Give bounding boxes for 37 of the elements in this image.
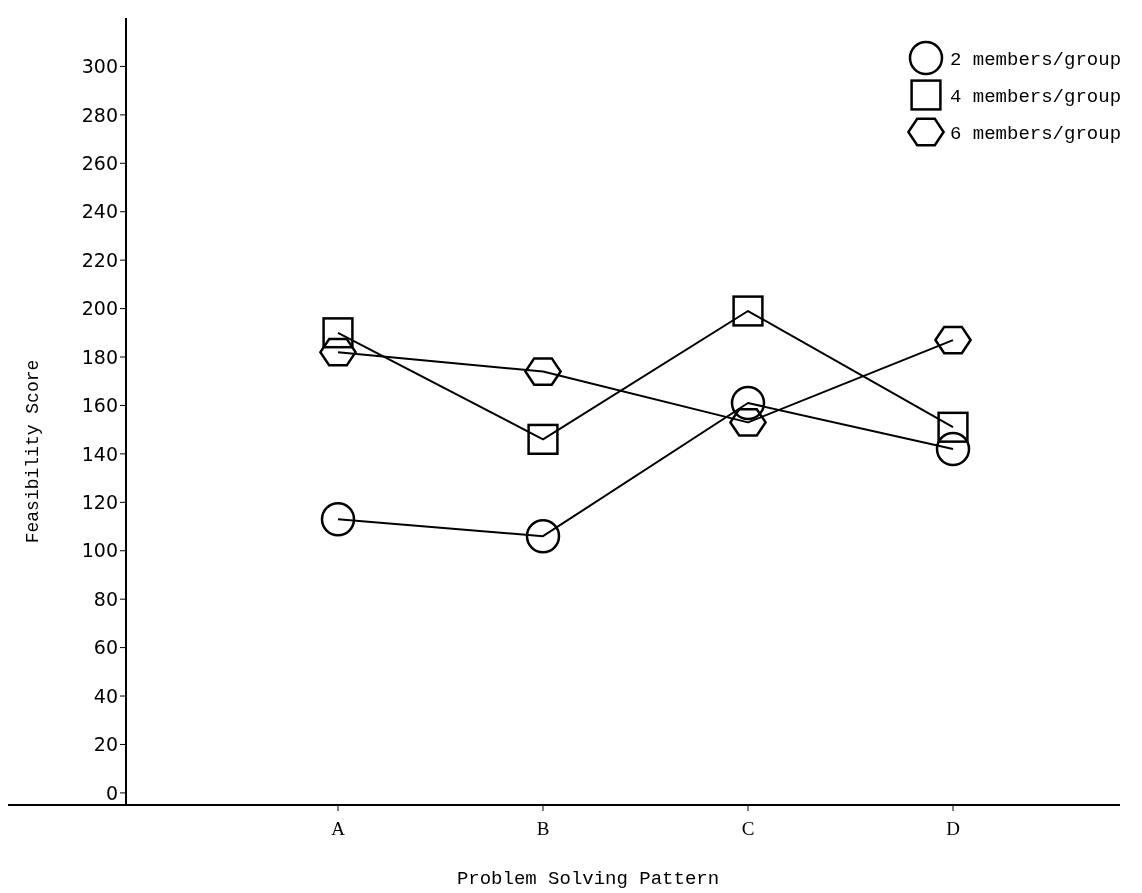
point [524, 357, 562, 386]
x-tick-label: A [331, 818, 346, 839]
y-tick-label: 40 [93, 684, 118, 707]
legend-label: 2 members/group [950, 48, 1122, 71]
y-tick-label: 300 [81, 55, 118, 78]
point [527, 423, 559, 455]
point [935, 431, 971, 467]
point [729, 407, 767, 437]
y-tick-label: 80 [93, 587, 118, 610]
y-tick-label: 60 [93, 636, 118, 659]
y-tick-label: 160 [81, 394, 118, 417]
point [322, 317, 354, 349]
point [320, 502, 356, 537]
x-tick-label: C [741, 818, 755, 839]
point [934, 325, 972, 355]
y-tick-label: 140 [81, 442, 118, 465]
y-tick-label: 260 [81, 151, 118, 174]
y-tick-label: 120 [81, 490, 118, 513]
x-tick-label: B [536, 818, 550, 839]
y-tick-label: 280 [81, 103, 118, 126]
y-tick-label: 200 [81, 297, 118, 320]
point [730, 385, 766, 421]
y-tick-label: 100 [81, 539, 118, 562]
legend-label: 4 members/group [950, 85, 1122, 108]
y-tick-label: 0 [105, 781, 118, 804]
x-axis-title: Problem Solving Pattern [456, 868, 720, 890]
x-tick-label: D [946, 818, 960, 839]
y-tick-label: 220 [81, 248, 118, 271]
y-tick-label: 180 [81, 345, 118, 368]
point [937, 411, 969, 443]
point [319, 337, 357, 367]
point [732, 295, 764, 327]
legend-label: 6 members/group [950, 122, 1122, 145]
y-tick-label: 240 [81, 200, 118, 223]
point [525, 518, 561, 554]
y-tick-label: 20 [93, 733, 118, 756]
y-axis-title: Feasibility Score [23, 359, 43, 544]
